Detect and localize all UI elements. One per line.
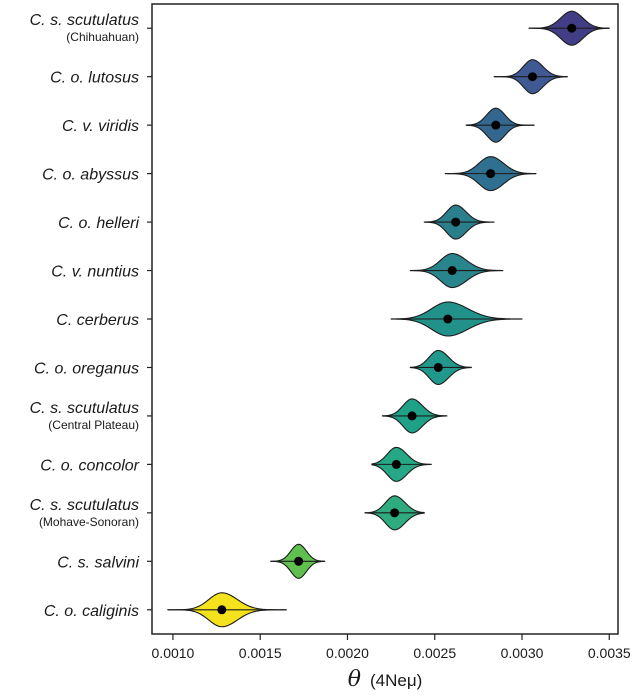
x-tick-label: 0.0030 [501, 645, 544, 661]
violin-group [444, 156, 537, 192]
violin-group [493, 59, 568, 95]
taxon-label: C. s. scutulatus [30, 12, 139, 29]
taxon-label: C. s. scutulatus [30, 497, 139, 514]
median-point [391, 459, 401, 469]
x-tick-label: 0.0035 [588, 645, 631, 661]
x-tick-label: 0.0010 [152, 645, 195, 661]
median-point [451, 217, 461, 227]
median-point [433, 362, 443, 372]
x-tick-label: 0.0015 [239, 645, 282, 661]
violin-group [465, 107, 535, 143]
taxon-label: C. o. lutosus [50, 70, 139, 87]
x-tick-label: 0.0025 [413, 645, 456, 661]
violin-group [409, 252, 504, 289]
median-point [443, 314, 453, 324]
taxon-label: C. cerberus [56, 312, 139, 329]
violin-group [528, 10, 610, 46]
median-point [491, 120, 501, 130]
x-axis-label: θ (4Neμ) [348, 667, 423, 692]
taxon-sublabel: (Central Plateau) [48, 418, 139, 432]
violin-group [390, 301, 523, 337]
x-axis-label-symbol: θ [348, 667, 361, 692]
x-tick-label: 0.0020 [326, 645, 369, 661]
median-point [567, 23, 577, 33]
violin-group [167, 592, 287, 628]
taxon-label: C. v. viridis [62, 118, 139, 135]
x-axis-label-text: (4Neμ) [370, 671, 422, 690]
violin-group [409, 349, 472, 385]
taxon-sublabel: (Chihuahuan) [66, 30, 139, 44]
taxon-label: C. o. oreganus [34, 360, 139, 377]
plot-frame [151, 3, 619, 635]
median-point [294, 556, 304, 566]
median-point [527, 72, 537, 82]
median-point [390, 508, 400, 518]
violin-group [381, 398, 448, 434]
taxon-label: C. o. caliginis [44, 603, 139, 620]
taxon-labels: C. s. scutulatus(Chihuahuan)C. o. lutosu… [30, 12, 152, 620]
taxon-sublabel: (Mohave-Sonoran) [39, 515, 139, 529]
violin-group [371, 446, 432, 482]
median-point [217, 605, 227, 615]
violin-group [423, 204, 495, 240]
taxon-label: C. o. concolor [40, 457, 139, 474]
taxon-label: C. o. abyssus [42, 167, 139, 184]
taxon-label: C. v. nuntius [51, 264, 139, 281]
violin-group [364, 495, 425, 531]
x-axis: 0.0010 0.0015 0.0020 0.0025 0.0030 0.0035 [152, 634, 631, 661]
median-point [486, 169, 496, 179]
violin-group [270, 543, 326, 579]
median-point [407, 411, 417, 421]
taxon-label: C. o. helleri [58, 215, 139, 232]
median-point [447, 266, 457, 276]
violins [167, 10, 610, 628]
taxon-label: C. s. salvini [57, 554, 139, 571]
taxon-label: C. s. scutulatus [30, 400, 139, 417]
